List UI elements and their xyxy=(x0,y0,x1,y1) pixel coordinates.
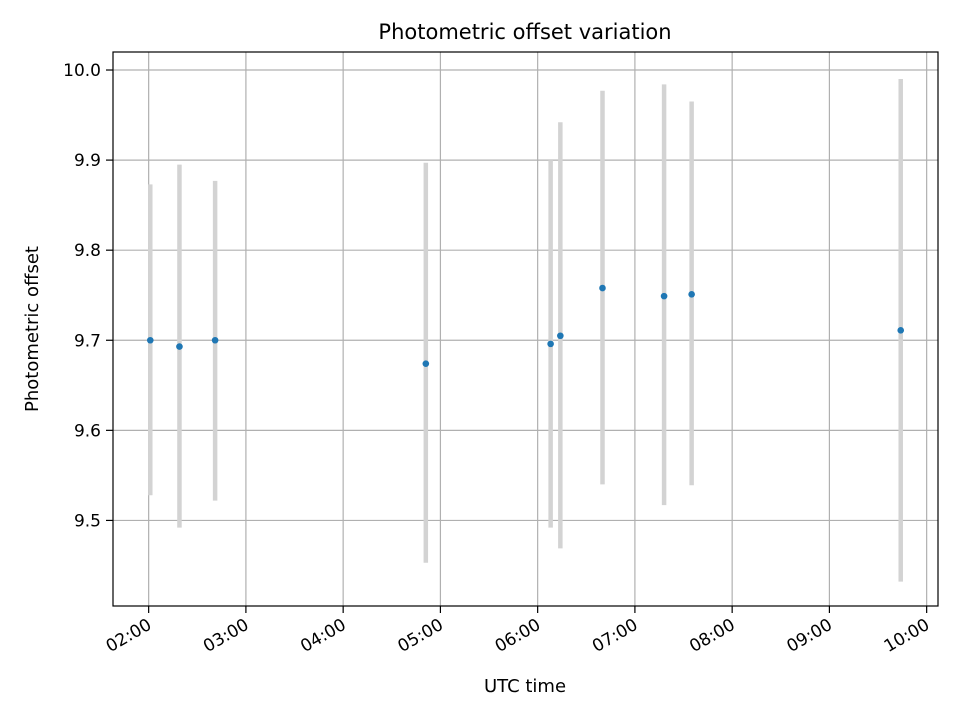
data-point xyxy=(557,332,564,340)
data-point xyxy=(660,292,668,300)
y-tick-label: 9.6 xyxy=(74,421,101,441)
chart-title: Photometric offset variation xyxy=(378,20,671,44)
y-tick-label: 9.9 xyxy=(74,151,101,171)
data-point xyxy=(897,327,905,334)
y-axis-label: Photometric offset xyxy=(22,246,43,412)
grid xyxy=(113,52,938,606)
data-point xyxy=(146,336,154,344)
data-point xyxy=(176,343,183,350)
data-points xyxy=(146,284,905,367)
y-axis-ticks: 9.5 9.6 9.7 9.8 9.9 10.0 xyxy=(63,61,113,531)
data-point xyxy=(599,284,606,292)
y-tick-label: 10.0 xyxy=(63,61,101,81)
data-point xyxy=(547,340,554,348)
data-point xyxy=(422,360,430,367)
y-tick-label: 9.8 xyxy=(74,241,101,261)
y-tick-label: 9.5 xyxy=(74,511,101,531)
plot-frame xyxy=(112,51,939,607)
y-tick-label: 9.7 xyxy=(74,331,101,351)
data-point xyxy=(688,291,695,298)
x-axis-label: UTC time xyxy=(484,676,566,697)
data-point xyxy=(211,336,219,344)
